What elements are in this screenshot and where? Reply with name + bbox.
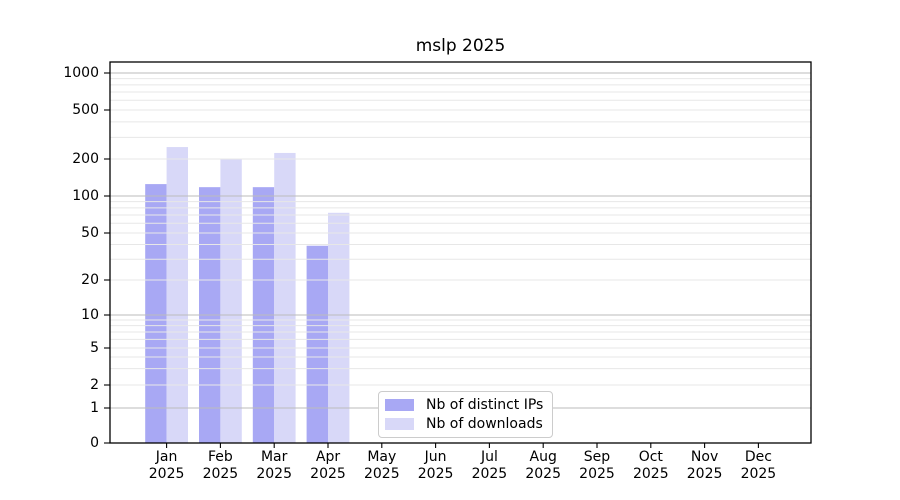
x-tick-label: Oct 2025 [632, 449, 669, 482]
bar-distinct-ips [306, 245, 328, 443]
x-tick-label: Aug 2025 [525, 449, 561, 482]
y-tick-label: 0 [90, 435, 99, 451]
y-tick-label: 100 [72, 188, 99, 204]
x-tick-label: Jan 2025 [148, 449, 185, 482]
x-tick-label: Jun 2025 [417, 449, 454, 482]
legend-item: Nb of distinct IPs [385, 397, 543, 413]
y-tick-label: 10 [81, 307, 99, 323]
x-tick-label: Sep 2025 [579, 449, 615, 482]
bar-downloads [274, 152, 296, 443]
bar-downloads [220, 159, 242, 443]
x-tick-label: Feb 2025 [202, 449, 239, 482]
x-tick-label: Apr 2025 [310, 449, 346, 482]
legend-item: Nb of downloads [385, 416, 543, 432]
bar-distinct-ips [145, 184, 167, 443]
x-tick-label: Nov 2025 [686, 449, 723, 482]
bar-downloads [166, 147, 188, 443]
legend: Nb of distinct IPs Nb of downloads [378, 391, 554, 438]
x-tick-label: May 2025 [363, 449, 400, 482]
legend-label: Nb of distinct IPs [426, 397, 544, 413]
y-tick-label: 200 [72, 151, 99, 167]
y-tick-label: 20 [81, 272, 99, 288]
y-tick-label: 1000 [63, 65, 99, 81]
legend-swatch-distinct-ips [385, 399, 414, 411]
x-tick-label: Dec 2025 [740, 449, 777, 482]
y-tick-label: 50 [81, 225, 99, 241]
y-tick-label: 2 [90, 377, 99, 393]
plot-border [109, 61, 812, 444]
y-tick-label: 1 [90, 400, 99, 416]
legend-label: Nb of downloads [426, 416, 543, 432]
chart-title: mslp 2025 [415, 36, 506, 56]
legend-swatch-downloads [385, 418, 414, 430]
x-tick-label: Jul 2025 [471, 449, 508, 482]
x-tick-label: Mar 2025 [256, 449, 292, 482]
y-tick-label: 5 [90, 340, 99, 356]
y-tick-label: 500 [72, 102, 99, 118]
